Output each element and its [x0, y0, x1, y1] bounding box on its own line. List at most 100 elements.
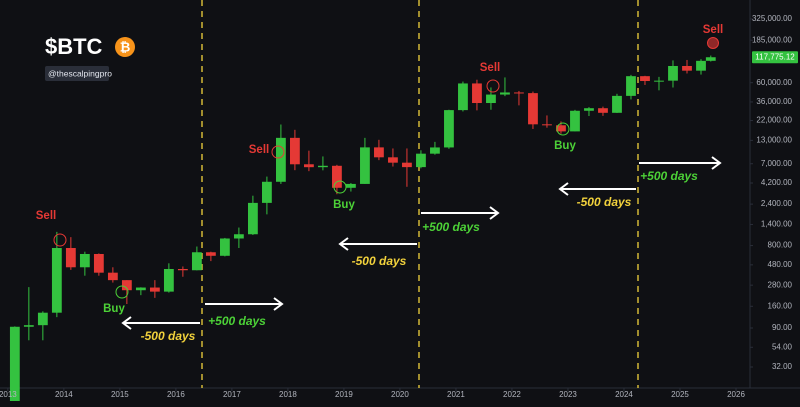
candle-body — [416, 153, 426, 168]
y-tick-label: 160.00 — [768, 301, 793, 310]
candle-body — [472, 83, 482, 104]
y-tick-label: 7,000.00 — [761, 159, 793, 168]
candle-body — [177, 268, 188, 271]
signal-circle — [271, 145, 285, 159]
candles — [9, 55, 716, 401]
y-tick-label: 1,400.00 — [761, 220, 793, 229]
candle-body — [430, 147, 440, 154]
candle-body — [51, 248, 62, 313]
candle-body — [458, 83, 468, 111]
arrow-head — [338, 237, 349, 251]
candle-body — [191, 252, 202, 271]
candle-body — [696, 60, 706, 71]
candle-body — [626, 76, 636, 96]
y-tick-label: 2,400.00 — [761, 199, 793, 208]
signal-circle — [556, 122, 570, 136]
candle-body — [135, 287, 146, 291]
candle-body — [233, 234, 244, 239]
candle-body — [332, 165, 342, 188]
signal-label: Buy — [333, 199, 355, 211]
signal-circle — [115, 285, 129, 299]
last-price-label: 117,775.12 — [755, 52, 795, 61]
candle-body — [219, 238, 230, 256]
x-tick-label: 2020 — [391, 390, 409, 399]
candle-body — [93, 253, 104, 273]
annotations: Sell Sell Sell Sell Buy Buy Buy -500 days +500 d… — [36, 24, 723, 343]
arrow-head — [711, 156, 722, 170]
candle-body — [612, 95, 622, 113]
candle-body — [9, 326, 20, 401]
arrow-head — [273, 297, 284, 311]
candle-body — [668, 65, 678, 81]
halving-lines — [201, 0, 639, 388]
candle-body — [163, 268, 174, 292]
x-tick-label: 2025 — [671, 390, 689, 399]
x-tick-label: 2016 — [167, 390, 185, 399]
x-tick-label: 2015 — [111, 390, 129, 399]
candle-body — [500, 92, 510, 95]
candle-body — [149, 287, 160, 292]
days-label: -500 days — [577, 195, 632, 209]
x-tick-label: 2014 — [55, 390, 73, 399]
x-tick-label: 2023 — [559, 390, 577, 399]
logo-circle — [115, 37, 135, 57]
candle-body — [444, 110, 454, 148]
signal-circle — [333, 180, 347, 194]
candle-body — [261, 181, 272, 203]
candle-body — [79, 253, 90, 268]
y-tick-label: 480.00 — [768, 260, 793, 269]
days-label: +500 days — [422, 220, 480, 234]
candle-body — [290, 137, 300, 165]
candle-body — [654, 80, 664, 82]
candle-body — [304, 164, 314, 168]
days-label: -500 days — [141, 329, 196, 343]
x-tick-label: 2024 — [615, 390, 633, 399]
chart-title: $BTC — [45, 34, 103, 59]
days-label: +500 days — [640, 169, 698, 183]
x-tick-label: 2019 — [335, 390, 353, 399]
signal-circle — [486, 79, 500, 93]
y-tick-label: 90.00 — [772, 323, 793, 332]
candle-body — [570, 110, 580, 132]
candle-body — [584, 108, 594, 111]
signal-label: Sell — [480, 62, 500, 74]
x-tick-label: 2021 — [447, 390, 465, 399]
y-tick-label: 36,000.00 — [756, 97, 792, 106]
candle-body — [402, 162, 412, 168]
candle-body — [23, 325, 34, 327]
candle-body — [247, 202, 258, 235]
days-label: -500 days — [352, 254, 407, 268]
y-tick-label: 32.00 — [772, 362, 793, 371]
arrow-head — [489, 206, 500, 220]
candle-body — [360, 147, 370, 184]
candle-body — [528, 93, 538, 125]
x-tick-label: 2022 — [503, 390, 521, 399]
y-tick-label: 800.00 — [768, 241, 793, 250]
x-tick-label: 2026 — [727, 390, 745, 399]
candle-body — [705, 57, 716, 61]
y-tick-label: 13,000.00 — [756, 135, 792, 144]
candle-body — [640, 76, 650, 82]
x-tick-label: 2013 — [0, 390, 17, 399]
candle-body — [121, 280, 132, 291]
candle-body — [275, 137, 286, 182]
candle-body — [374, 147, 384, 158]
signal-label: Buy — [554, 140, 576, 152]
candle-body — [514, 92, 524, 94]
y-tick-label: 325,000.00 — [752, 14, 793, 23]
candle-body — [598, 108, 608, 113]
y-tick-label: 60,000.00 — [756, 78, 792, 87]
x-tick-label: 2017 — [223, 390, 241, 399]
signal-circle — [53, 233, 67, 247]
candle-body — [556, 125, 566, 132]
candle-body — [542, 124, 552, 126]
signal-label: Sell — [36, 210, 56, 222]
candle-body — [486, 94, 496, 104]
candle-body — [388, 157, 398, 163]
candle-body — [205, 252, 216, 256]
y-tick-label: 280.00 — [768, 280, 793, 289]
arrow-head — [121, 316, 132, 330]
y-tick-label: 54.00 — [772, 342, 793, 351]
